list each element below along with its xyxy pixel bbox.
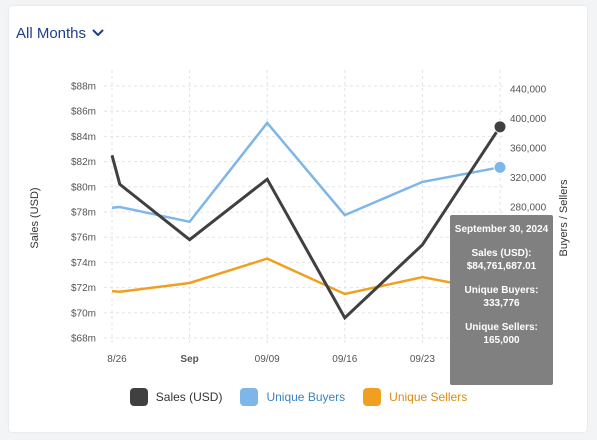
tooltip-sellers-label: Unique Sellers: xyxy=(465,322,538,333)
tooltip-sellers: Unique Sellers: 165,000 xyxy=(450,321,553,347)
right-tick-label: 440,000 xyxy=(510,85,547,96)
tooltip-sales: Sales (USD): $84,761,687.01 xyxy=(450,247,553,273)
legend-item-sellers[interactable]: Unique Sellers xyxy=(363,388,467,406)
tooltip-buyers-label: Unique Buyers: xyxy=(464,285,539,296)
right-tick-label: 320,000 xyxy=(510,173,547,184)
x-tick-label: 8/26 xyxy=(107,354,127,365)
legend-item-buyers[interactable]: Unique Buyers xyxy=(240,388,345,406)
left-axis-ticks: $68m $70m $72m $74m $76m $78m $80m $82m $84m $86m… xyxy=(71,82,96,345)
tooltip-sales-value: $84,761,687.01 xyxy=(466,261,537,272)
x-tick-label: 09/16 xyxy=(332,354,357,365)
left-tick-label: $82m xyxy=(71,157,96,168)
series-line-sellers xyxy=(111,257,501,296)
left-tick-label: $70m xyxy=(71,308,96,319)
chevron-down-icon xyxy=(92,29,104,36)
series-point-sales xyxy=(493,120,507,134)
grid xyxy=(104,70,504,345)
legend-swatch-sales xyxy=(129,388,148,406)
legend-swatch-sellers xyxy=(363,388,382,406)
right-tick-label: 400,000 xyxy=(510,114,547,125)
series-line-sales xyxy=(110,125,502,321)
legend-label-sellers: Unique Sellers xyxy=(389,390,468,404)
tooltip-date: September 30, 2024 xyxy=(454,224,549,235)
legend-label-sales: Sales (USD) xyxy=(155,390,223,404)
tooltip-sellers-value: 165,000 xyxy=(483,335,520,346)
period-dropdown[interactable]: All Months xyxy=(16,22,104,44)
left-tick-label: $76m xyxy=(71,233,96,244)
tooltip-sales-label: Sales (USD): xyxy=(471,248,532,259)
legend-item-sales[interactable]: Sales (USD) xyxy=(129,388,223,406)
left-axis-title: Sales (USD) xyxy=(29,187,41,248)
left-tick-label: $86m xyxy=(71,107,96,118)
right-axis-title: Buyers / Sellers xyxy=(558,179,570,257)
x-tick-label: 09/23 xyxy=(410,354,435,365)
period-dropdown-label: All Months xyxy=(16,24,87,42)
right-tick-label: 280,000 xyxy=(510,203,547,214)
left-tick-label: $74m xyxy=(71,258,96,269)
legend: Sales (USD) Unique Buyers Unique Sellers xyxy=(0,388,597,406)
left-tick-label: $84m xyxy=(71,132,96,143)
legend-swatch-buyers xyxy=(240,388,259,406)
right-tick-label: 360,000 xyxy=(510,144,547,155)
series-line-buyers xyxy=(111,120,501,224)
x-tick-label: Sep xyxy=(180,354,198,365)
left-tick-label: $72m xyxy=(71,283,96,294)
left-tick-label: $68m xyxy=(71,334,96,345)
tooltip: September 30, 2024 Sales (USD): $84,761,… xyxy=(450,215,553,385)
series xyxy=(110,120,507,321)
series-point-buyers xyxy=(493,160,507,174)
legend-label-buyers: Unique Buyers xyxy=(266,390,346,404)
tooltip-buyers-value: 333,776 xyxy=(483,298,520,309)
left-tick-label: $80m xyxy=(71,182,96,193)
x-tick-label: 09/09 xyxy=(255,354,280,365)
tooltip-buyers: Unique Buyers: 333,776 xyxy=(450,284,553,310)
left-tick-label: $78m xyxy=(71,208,96,219)
left-tick-label: $88m xyxy=(71,82,96,93)
